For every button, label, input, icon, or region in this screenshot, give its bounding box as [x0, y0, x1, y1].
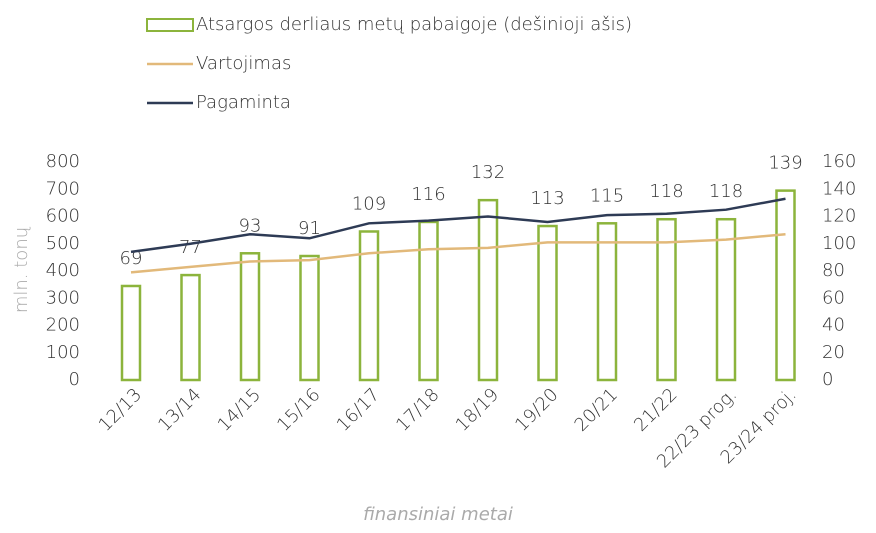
bar [477, 198, 499, 382]
x-axis-label: finansiniai metai [363, 504, 513, 525]
legend-label: Vartojimas [196, 53, 291, 74]
bar [358, 230, 380, 382]
data-label: 69 [120, 248, 143, 269]
bar [596, 222, 618, 382]
y-tick-label: 700 [46, 178, 80, 199]
y-tick-label: 0 [69, 369, 80, 390]
y2-tick-label: 140 [822, 178, 856, 199]
y-tick-label: 600 [46, 206, 80, 227]
bar [180, 273, 201, 382]
y-tick-label: 300 [46, 287, 80, 308]
y-tick-label: 200 [46, 315, 80, 336]
data-label: 109 [352, 193, 386, 214]
y2-tick-label: 80 [822, 260, 845, 281]
data-label: 116 [411, 184, 445, 205]
bar [775, 189, 796, 382]
bar [120, 284, 142, 382]
data-label: 77 [179, 237, 202, 258]
data-label: 118 [649, 181, 683, 202]
x-tick-label: 21/22 [630, 384, 682, 436]
x-tick-label: 18/19 [452, 384, 504, 436]
data-label: 113 [530, 188, 564, 209]
x-tick-label: 15/16 [273, 384, 325, 436]
data-label: 132 [471, 162, 505, 183]
x-tick-label: 16/17 [333, 384, 385, 436]
y2-tick-label: 40 [822, 315, 845, 336]
bar [656, 217, 677, 382]
legend-swatch [146, 18, 194, 32]
y2-tick-label: 160 [822, 151, 856, 172]
y2-tick-label: 20 [822, 342, 845, 363]
bar [299, 254, 320, 382]
x-tick-label: 12/13 [95, 384, 147, 436]
y-axis-label: mln. tonų [11, 226, 32, 313]
y2-tick-label: 0 [822, 369, 833, 390]
bar [239, 252, 261, 382]
bar [715, 217, 737, 382]
y2-tick-label: 120 [822, 206, 856, 227]
data-label: 91 [298, 218, 321, 239]
x-tick-label: 19/20 [511, 384, 563, 436]
y-tick-label: 400 [46, 260, 80, 281]
data-label: 118 [709, 181, 743, 202]
legend-label: Pagaminta [196, 92, 291, 113]
y2-tick-label: 100 [822, 233, 856, 254]
x-tick-label: 13/14 [154, 384, 206, 436]
y-tick-label: 800 [46, 151, 80, 172]
bar [537, 224, 558, 382]
bar [418, 220, 439, 382]
legend-label: Atsargos derliaus metų pabaigoje (dešini… [196, 14, 632, 35]
line [130, 232, 786, 274]
y-tick-label: 100 [46, 342, 80, 363]
y-tick-label: 500 [46, 233, 80, 254]
data-label: 139 [768, 153, 802, 174]
x-tick-label: 20/21 [571, 384, 623, 436]
data-label: 115 [590, 185, 624, 206]
x-tick-label: 17/18 [392, 384, 444, 436]
y2-tick-label: 60 [822, 287, 845, 308]
x-tick-label: 14/15 [214, 384, 266, 436]
data-label: 93 [239, 215, 262, 236]
line [130, 197, 786, 254]
